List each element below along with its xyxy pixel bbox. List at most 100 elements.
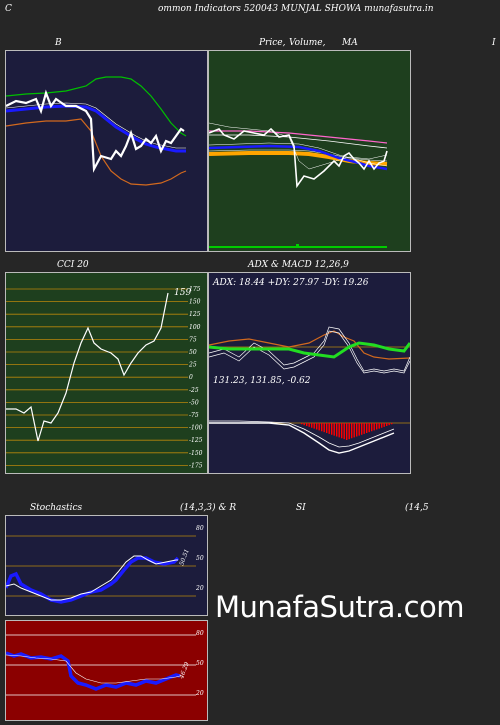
watermark-logo[interactable]: MunafaSutra.com xyxy=(215,590,465,624)
ma-orange-outline xyxy=(209,149,388,162)
ma-orange xyxy=(209,151,388,166)
macd-histogram-bar xyxy=(336,423,338,437)
stoch-tick-50: 50 xyxy=(196,555,204,562)
adx-orange-line xyxy=(209,330,410,360)
header-letter: C xyxy=(5,4,12,14)
bollinger-title: B xyxy=(55,38,62,48)
macd-histogram-bar xyxy=(306,423,308,426)
adx-white-line-1 xyxy=(209,326,410,372)
adx-values: ADX: 18.44 +DY: 27.97 -DY: 19.26 xyxy=(212,278,369,288)
price-title-ma: MA xyxy=(342,38,358,48)
macd-histogram-bar xyxy=(323,423,325,433)
macd-histogram-bar xyxy=(348,423,350,440)
adx-macd-panel: ADX: 18.44 +DY: 27.97 -DY: 19.26 131.23,… xyxy=(208,272,411,474)
macd-histogram-bar xyxy=(318,423,320,431)
adx-green-line xyxy=(209,341,410,359)
macd-histogram-bar xyxy=(328,423,330,434)
cci-tick-label: 100 xyxy=(189,324,201,331)
macd-histogram-bar xyxy=(366,423,368,433)
rsi-title: SI xyxy=(296,503,306,513)
cci-value-label: 159 xyxy=(174,288,191,298)
stochastics-params: (14,3,3) & R xyxy=(180,503,237,513)
rsi-tick-80: 80 xyxy=(196,630,204,637)
price-line xyxy=(209,127,388,189)
rsi-signal-line xyxy=(6,654,181,684)
rsi-chart: 80 50 20 46.29 xyxy=(6,630,204,697)
ma-blue-outline xyxy=(209,142,388,167)
macd-histogram-bar xyxy=(388,423,390,426)
cci-tick-label: -100 xyxy=(189,425,203,432)
adx-macd-title: ADX & MACD 12,26,9 xyxy=(248,260,349,270)
bollinger-price-line xyxy=(6,89,185,173)
ma-long-pink xyxy=(209,130,388,144)
cci-tick-label: 125 xyxy=(189,311,201,318)
cci-tick-label: 50 xyxy=(189,349,197,356)
cci-line xyxy=(6,292,169,442)
bollinger-upper-band xyxy=(6,76,187,137)
bollinger-panel xyxy=(5,50,208,252)
rsi-tick-50: 50 xyxy=(196,660,204,667)
cci-title: CCI 20 xyxy=(57,260,89,270)
cci-tick-label: -150 xyxy=(189,450,203,457)
cci-tick-label: 75 xyxy=(189,336,197,343)
cci-tick-label: -75 xyxy=(189,412,199,419)
macd-histogram-bar xyxy=(321,423,323,432)
cci-tick-label: 175 xyxy=(189,286,201,293)
macd-histogram-bar xyxy=(343,423,345,440)
macd-histogram-bar xyxy=(346,423,348,440)
macd-histogram-bar xyxy=(391,423,393,425)
macd-histogram-bar xyxy=(356,423,358,437)
stochastics-panel: 80 50 20 50.51 xyxy=(5,515,208,616)
macd-histogram-bar xyxy=(363,423,365,434)
price-title-volume: Volume, xyxy=(289,38,326,48)
macd-histogram-bar xyxy=(341,423,343,439)
cci-chart: 175 150 125 100 75 50 25 0 -25 -50 -75 -100 -125 -150… xyxy=(6,286,203,469)
stochastics-title: Stochastics xyxy=(30,503,83,513)
stoch-tick-80: 80 xyxy=(196,525,204,532)
cci-panel: 175 150 125 100 75 50 25 0 -25 -50 -75 -100 -125 -150… xyxy=(5,272,208,474)
rsi-panel: 80 50 20 46.29 xyxy=(5,620,208,721)
macd-histogram-bar xyxy=(368,423,370,433)
stochastics-chart: 80 50 20 50.51 xyxy=(6,525,204,604)
macd-histogram-bar xyxy=(311,423,313,428)
price-title-price: Price, xyxy=(259,38,286,48)
macd-histogram-bar xyxy=(301,423,303,425)
price-panel xyxy=(208,50,411,252)
macd-histogram-bar xyxy=(383,423,385,427)
macd-histogram-bar xyxy=(326,423,328,433)
rsi-tick-20: 20 xyxy=(195,690,204,697)
macd-histogram-bar xyxy=(338,423,340,438)
cci-tick-label: 150 xyxy=(189,299,201,306)
macd-histogram-bar xyxy=(351,423,353,439)
rsi-line xyxy=(6,651,181,691)
macd-histogram-bar xyxy=(386,423,388,426)
ma-thin-white-lines xyxy=(209,122,388,170)
macd-histogram-bar xyxy=(361,423,363,435)
cci-tick-label: -25 xyxy=(189,387,199,394)
stoch-value-label: 50.51 xyxy=(178,548,190,567)
macd-histogram-bar xyxy=(378,423,380,429)
macd-histogram-bar xyxy=(308,423,310,427)
cci-tick-label: 0 xyxy=(189,374,193,381)
bollinger-chart xyxy=(6,76,187,186)
macd-histogram-bar xyxy=(303,423,305,426)
cci-tick-label: -125 xyxy=(189,437,203,444)
cci-tick-label: -175 xyxy=(189,462,203,469)
macd-histogram-bar xyxy=(331,423,333,435)
page-title: ommon Indicators 520043 MUNJAL SHOWA mun… xyxy=(158,4,434,14)
macd-histogram-bar xyxy=(333,423,335,436)
bollinger-lower-band xyxy=(6,118,187,186)
macd-line xyxy=(209,422,395,454)
adx-white-line-2 xyxy=(209,330,410,374)
stoch-k-line xyxy=(6,555,178,601)
macd-histogram-bar xyxy=(313,423,315,429)
ma-mid-white xyxy=(209,134,388,149)
rsi-value-label: 46.29 xyxy=(178,661,191,681)
macd-signal-line xyxy=(209,420,395,448)
stoch-tick-20: 20 xyxy=(195,585,204,592)
stoch-d-line xyxy=(6,556,180,604)
macd-histogram-bar xyxy=(353,423,355,438)
adx-macd-chart: ADX: 18.44 +DY: 27.97 -DY: 19.26 131.23,… xyxy=(209,278,410,454)
price-right-letter: I xyxy=(492,38,496,48)
price-chart xyxy=(209,122,388,248)
